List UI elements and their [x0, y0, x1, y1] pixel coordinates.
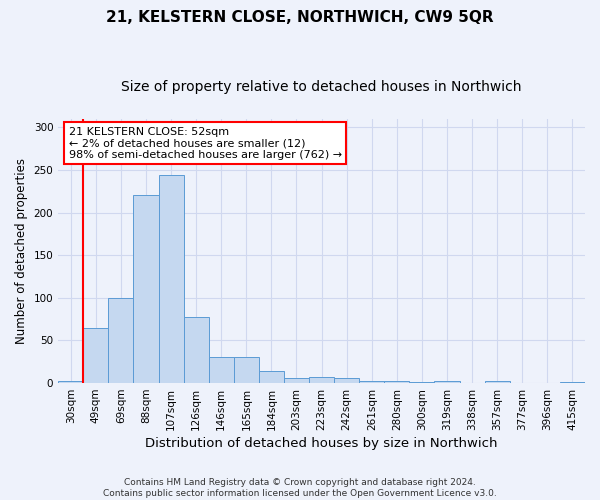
- X-axis label: Distribution of detached houses by size in Northwich: Distribution of detached houses by size …: [145, 437, 498, 450]
- Title: Size of property relative to detached houses in Northwich: Size of property relative to detached ho…: [121, 80, 522, 94]
- Bar: [434, 380, 460, 383]
- Bar: [83, 328, 109, 383]
- Bar: [133, 194, 158, 383]
- Bar: [409, 382, 434, 383]
- Bar: [284, 378, 309, 383]
- Bar: [184, 316, 209, 383]
- Bar: [359, 380, 385, 383]
- Bar: [485, 380, 510, 383]
- Bar: [560, 382, 585, 383]
- Text: 21 KELSTERN CLOSE: 52sqm
← 2% of detached houses are smaller (12)
98% of semi-de: 21 KELSTERN CLOSE: 52sqm ← 2% of detache…: [69, 126, 342, 160]
- Bar: [109, 298, 133, 383]
- Bar: [158, 175, 184, 383]
- Text: Contains HM Land Registry data © Crown copyright and database right 2024.
Contai: Contains HM Land Registry data © Crown c…: [103, 478, 497, 498]
- Bar: [234, 356, 259, 383]
- Bar: [58, 380, 83, 383]
- Bar: [334, 378, 359, 383]
- Y-axis label: Number of detached properties: Number of detached properties: [15, 158, 28, 344]
- Bar: [309, 377, 334, 383]
- Bar: [259, 371, 284, 383]
- Bar: [209, 356, 234, 383]
- Text: 21, KELSTERN CLOSE, NORTHWICH, CW9 5QR: 21, KELSTERN CLOSE, NORTHWICH, CW9 5QR: [106, 10, 494, 25]
- Bar: [385, 382, 409, 383]
